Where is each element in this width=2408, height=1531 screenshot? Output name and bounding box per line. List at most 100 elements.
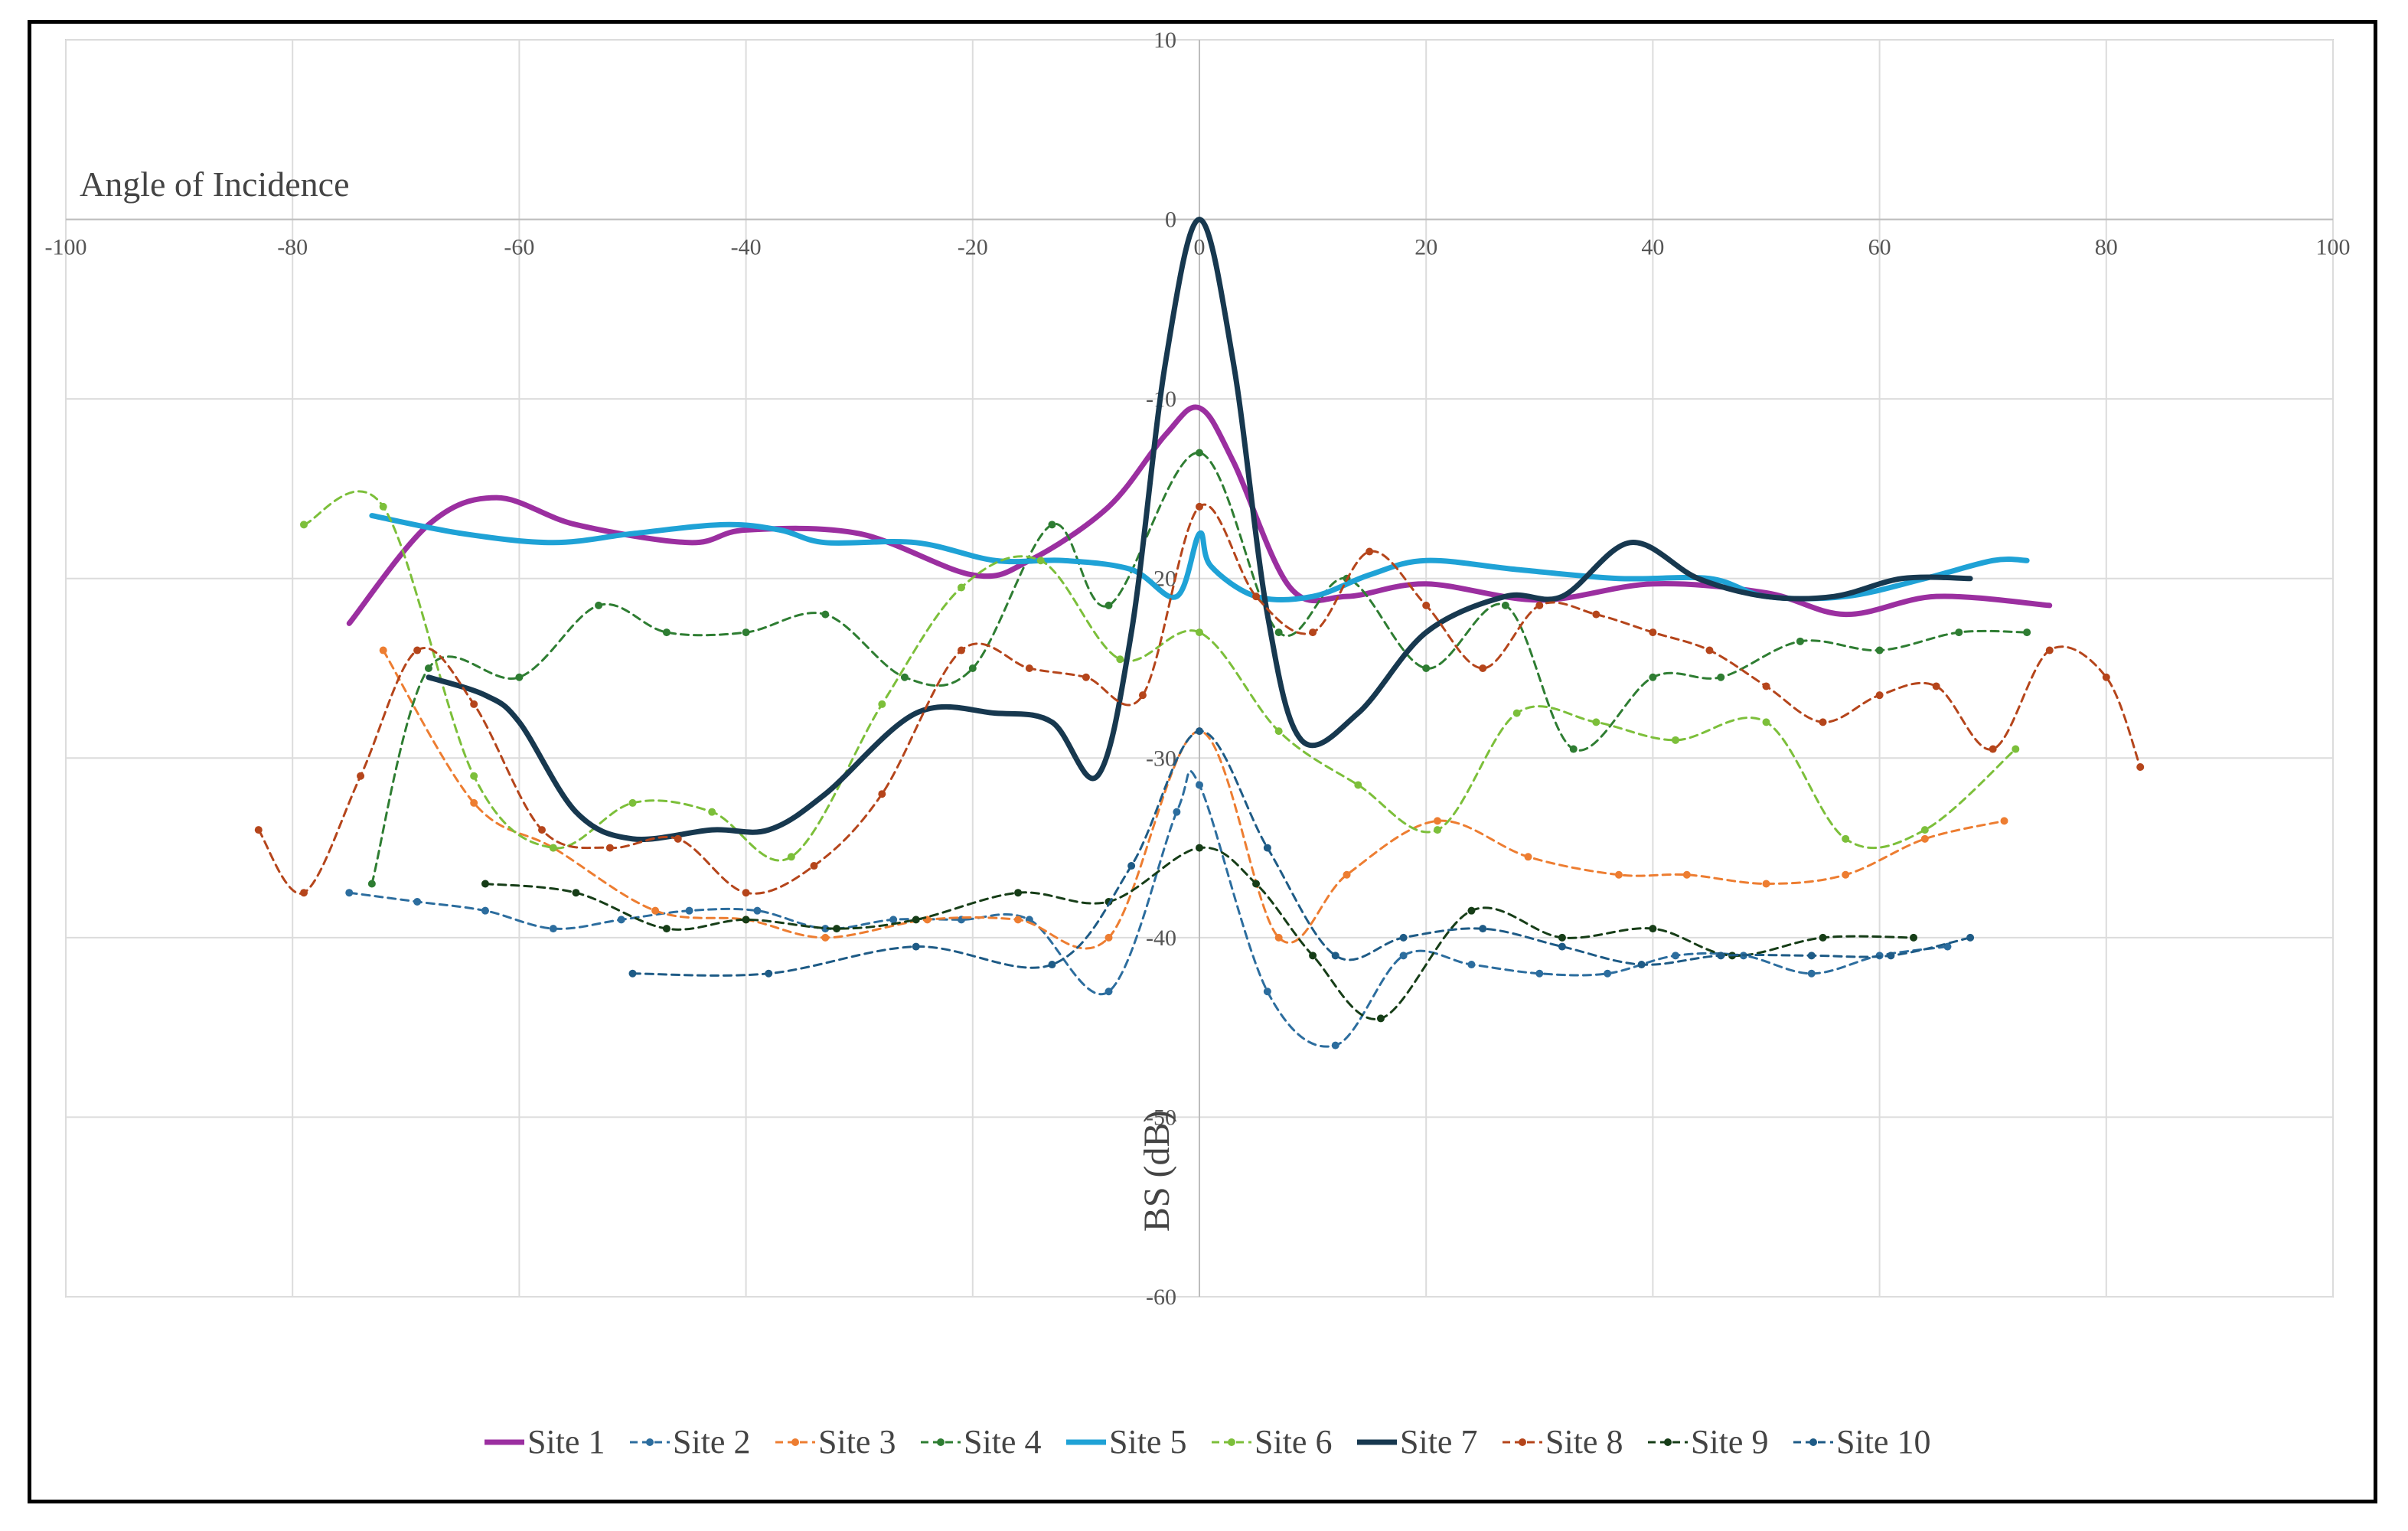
legend-label: Site 4 bbox=[964, 1423, 1041, 1461]
data-point bbox=[1614, 870, 1623, 879]
x-tick-label: 100 bbox=[2316, 235, 2351, 260]
data-point bbox=[1705, 646, 1714, 655]
data-point bbox=[1558, 942, 1566, 951]
legend-marker bbox=[1519, 1438, 1526, 1446]
data-point bbox=[968, 664, 977, 672]
data-point bbox=[481, 906, 489, 915]
data-point bbox=[1569, 745, 1578, 753]
legend-item: Site 10 bbox=[1793, 1423, 1930, 1461]
data-point bbox=[1592, 610, 1600, 619]
data-point bbox=[413, 897, 422, 906]
x-tick-label: 80 bbox=[2095, 235, 2118, 260]
data-point bbox=[1762, 682, 1770, 690]
series-site-6 bbox=[300, 490, 2020, 862]
legend-marker bbox=[937, 1438, 945, 1446]
data-point bbox=[1127, 862, 1136, 870]
data-point bbox=[833, 925, 841, 933]
data-point bbox=[674, 834, 682, 843]
series-group bbox=[254, 217, 2145, 1050]
data-point bbox=[957, 583, 965, 592]
y-tick-label: 10 bbox=[1153, 28, 1176, 53]
data-point bbox=[357, 772, 365, 780]
data-point bbox=[1104, 933, 1113, 942]
data-point bbox=[742, 628, 750, 637]
data-point bbox=[1104, 601, 1113, 609]
data-point bbox=[1376, 1014, 1385, 1023]
data-point bbox=[572, 889, 580, 897]
data-point bbox=[549, 925, 557, 933]
x-tick-label: 40 bbox=[1641, 235, 1664, 260]
data-point bbox=[538, 826, 547, 834]
data-point bbox=[1309, 952, 1317, 960]
data-point bbox=[379, 502, 387, 511]
data-point bbox=[1920, 826, 1929, 834]
data-point bbox=[1196, 781, 1203, 789]
data-point bbox=[1399, 952, 1408, 960]
y-tick-label: -60 bbox=[1146, 1285, 1176, 1310]
legend-label: Site 8 bbox=[1545, 1423, 1623, 1461]
series-site-8 bbox=[254, 502, 2145, 897]
series-line bbox=[631, 730, 1972, 977]
axes: -100 -80 -60 -40 -20 0 20 40 60 80 100100-10-20-30… bbox=[45, 28, 2351, 1310]
legend-label: Site 7 bbox=[1400, 1423, 1477, 1461]
data-point bbox=[1762, 880, 1770, 888]
data-point bbox=[1274, 628, 1283, 637]
data-point bbox=[1138, 691, 1147, 700]
data-point bbox=[1014, 889, 1023, 897]
data-point bbox=[651, 906, 660, 915]
series-line bbox=[347, 769, 1949, 1048]
data-point bbox=[1274, 727, 1283, 736]
legend-marker bbox=[646, 1438, 654, 1446]
data-point bbox=[2012, 745, 2020, 753]
series-site-10 bbox=[628, 727, 1975, 978]
data-point bbox=[1434, 817, 1442, 825]
series-line bbox=[370, 452, 2028, 885]
data-point bbox=[2023, 628, 2031, 637]
data-point bbox=[1354, 781, 1362, 789]
x-tick-label: -60 bbox=[504, 235, 534, 260]
data-point bbox=[2000, 817, 2008, 825]
data-point bbox=[1796, 637, 1804, 645]
legend-label: Site 1 bbox=[527, 1423, 605, 1461]
data-point bbox=[787, 853, 795, 861]
data-point bbox=[753, 906, 762, 915]
x-tick-label: -20 bbox=[958, 235, 988, 260]
data-point bbox=[889, 916, 898, 924]
data-point bbox=[549, 844, 557, 852]
legend-item: Site 1 bbox=[485, 1423, 605, 1461]
x-tick-label: -40 bbox=[731, 235, 762, 260]
legend-label: Site 10 bbox=[1836, 1423, 1930, 1461]
data-point bbox=[1025, 664, 1033, 672]
data-point bbox=[1422, 664, 1431, 672]
data-point bbox=[912, 942, 920, 951]
legend-marker bbox=[791, 1438, 799, 1446]
data-point bbox=[1263, 987, 1271, 996]
series-site-4 bbox=[367, 449, 2031, 888]
data-point bbox=[662, 925, 671, 933]
data-point bbox=[1819, 933, 1827, 942]
data-point bbox=[742, 916, 750, 924]
data-point bbox=[1252, 592, 1261, 601]
data-point bbox=[810, 862, 818, 870]
data-point bbox=[1501, 601, 1509, 609]
data-point bbox=[1672, 736, 1680, 744]
data-point bbox=[900, 673, 909, 681]
data-point bbox=[1343, 870, 1351, 879]
y-tick-label: 0 bbox=[1165, 207, 1176, 233]
series-line bbox=[257, 503, 2142, 895]
data-point bbox=[1558, 933, 1566, 942]
data-point bbox=[742, 889, 750, 897]
legend-label: Site 6 bbox=[1255, 1423, 1332, 1461]
data-point bbox=[1649, 628, 1657, 637]
data-point bbox=[1672, 952, 1680, 960]
legend-item: Site 9 bbox=[1648, 1423, 1768, 1461]
data-point bbox=[1104, 987, 1113, 996]
legend-marker bbox=[1228, 1438, 1235, 1446]
legend-marker bbox=[1664, 1438, 1672, 1446]
chart-title: Angle of Incidence bbox=[80, 165, 350, 204]
data-point bbox=[1762, 718, 1770, 726]
data-point bbox=[1082, 673, 1090, 681]
data-point bbox=[1875, 691, 1884, 700]
data-point bbox=[1196, 844, 1203, 852]
